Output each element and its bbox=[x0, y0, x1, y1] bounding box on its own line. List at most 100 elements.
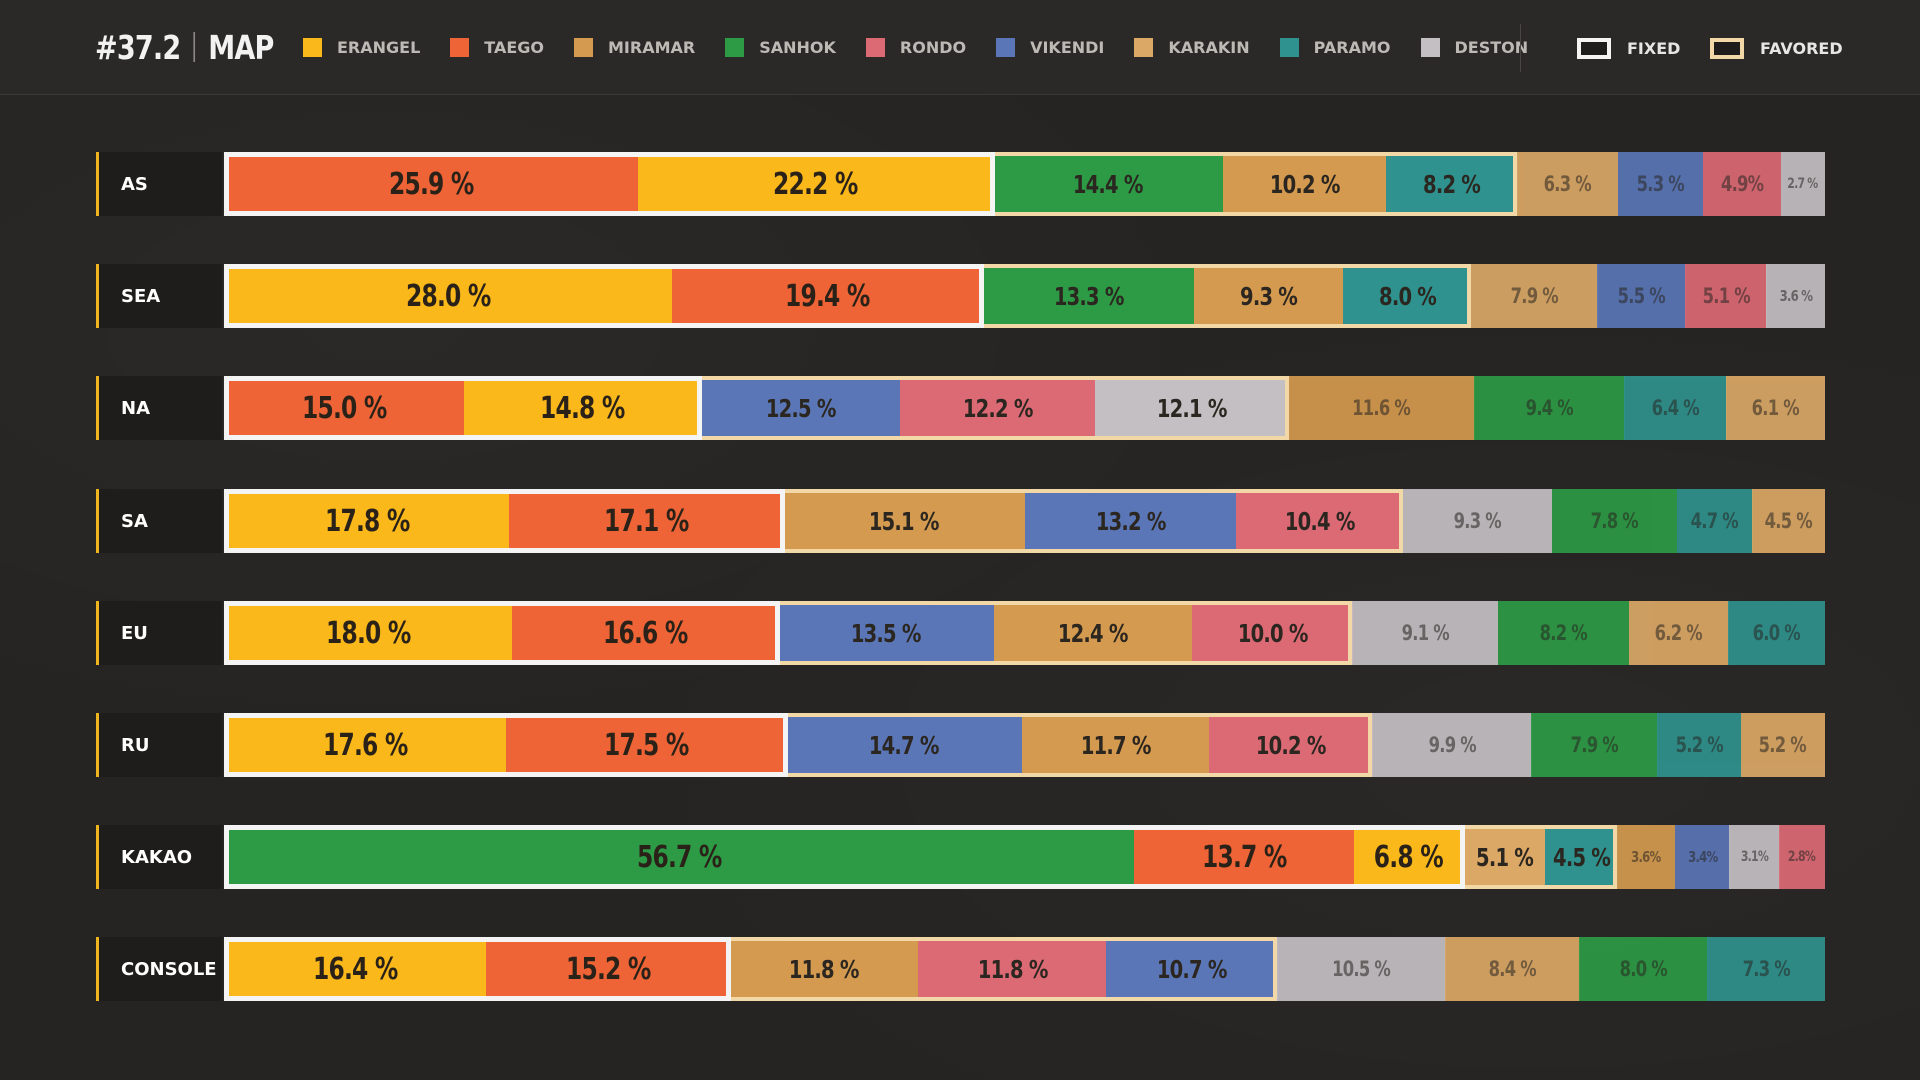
region-label: RU bbox=[96, 713, 222, 777]
segment-value-label: 10.2 % bbox=[1256, 730, 1327, 760]
segment-value-label: 10.0 % bbox=[1237, 618, 1308, 648]
bar-segment-rondo: 4.9% bbox=[1702, 152, 1782, 216]
segment-value-label: 14.8 % bbox=[540, 390, 625, 426]
bar-segment-deston: 2.7 % bbox=[1780, 152, 1825, 216]
segment-value-label: 22.2 % bbox=[773, 166, 859, 202]
segment-value-label: 12.5 % bbox=[765, 393, 837, 423]
segment-value-label: 10.2 % bbox=[1269, 169, 1341, 199]
segment-value-label: 17.1 % bbox=[603, 503, 689, 539]
legend-label-karakin: KARAKIN bbox=[1168, 37, 1250, 57]
segment-value-label: 3.6% bbox=[1631, 848, 1661, 866]
bar-segment-vikendi: 14.7 % bbox=[786, 713, 1023, 777]
bar-segment-sanhok: 7.9 % bbox=[1530, 713, 1659, 777]
segment-value-label: 6.3 % bbox=[1544, 172, 1592, 196]
bar-track: 15.0 % 14.8 % 12.5 % 12.2 % 12.1 % 11.6 % 9.4 … bbox=[224, 376, 1825, 440]
page-title: #37.2 MAP bbox=[95, 22, 274, 72]
segment-value-label: 3.6 % bbox=[1779, 287, 1812, 305]
segment-value-label: 8.2 % bbox=[1539, 621, 1588, 645]
legend-label-sanhok: SANHOK bbox=[759, 37, 836, 57]
bar-track: 56.7 % 13.7 % 6.8 % 5.1 % 4.5 % 3.6% 3.4% 3.1% 2… bbox=[224, 825, 1825, 889]
bar-segment-taego: 15.2 % bbox=[486, 937, 730, 1001]
segment-value-label: 3.4% bbox=[1687, 848, 1718, 866]
bar-segment-sanhok: 7.8 % bbox=[1551, 489, 1678, 553]
bar-segment-sanhok: 14.4 % bbox=[992, 152, 1224, 216]
bar-segment-rondo: 10.4 % bbox=[1236, 489, 1404, 553]
bar-segment-rondo: 10.0 % bbox=[1192, 601, 1353, 665]
legend-swatch-vikendi bbox=[996, 37, 1016, 57]
segment-value-label: 6.2 % bbox=[1655, 621, 1703, 645]
row-ru: RU 17.6 % 17.5 % 14.7 % 11.7 % 10.2 % 9.9 % 7.9… bbox=[96, 713, 1825, 777]
segment-value-label: 8.0 % bbox=[1378, 281, 1437, 311]
title-separator bbox=[193, 32, 196, 62]
segment-value-label: 7.8 % bbox=[1590, 509, 1639, 533]
bar-segment-vikendi: 10.7 % bbox=[1106, 937, 1278, 1001]
legend-item-karakin: KARAKIN bbox=[1134, 37, 1250, 57]
bar-track: 16.4 % 15.2 % 11.8 % 11.8 % 10.7 % 10.5 % 8.4 … bbox=[224, 937, 1825, 1001]
segment-value-label: 5.2 % bbox=[1675, 733, 1724, 757]
segment-value-label: 9.9 % bbox=[1428, 733, 1476, 757]
bar-segment-sanhok: 8.0 % bbox=[1579, 937, 1708, 1001]
bar-segment-deston: 3.1% bbox=[1729, 825, 1780, 889]
legend-swatch-taego bbox=[450, 37, 470, 57]
segment-value-label: 9.3 % bbox=[1453, 509, 1502, 533]
legend-swatch-karakin bbox=[1134, 37, 1154, 57]
bar-segment-karakin: 5.1 % bbox=[1462, 825, 1546, 889]
bar-segment-taego: 17.1 % bbox=[509, 489, 784, 553]
segment-value-label: 6.1 % bbox=[1751, 396, 1800, 420]
segment-value-label: 17.6 % bbox=[322, 727, 408, 763]
row-na: NA 15.0 % 14.8 % 12.5 % 12.2 % 12.1 % 11.6 % 9.… bbox=[96, 376, 1825, 440]
bar-segment-rondo: 11.8 % bbox=[917, 937, 1107, 1001]
bar-segment-karakin: 5.2 % bbox=[1740, 713, 1825, 777]
segment-value-label: 11.7 % bbox=[1080, 730, 1152, 760]
bar-segment-sanhok: 13.3 % bbox=[981, 264, 1195, 328]
segment-value-label: 7.3 % bbox=[1742, 957, 1790, 981]
bar-segment-rondo: 10.2 % bbox=[1208, 713, 1373, 777]
bar-segment-vikendi: 13.5 % bbox=[777, 601, 995, 665]
segment-value-label: 12.2 % bbox=[963, 393, 1034, 423]
bar-track: 17.8 % 17.1 % 15.1 % 13.2 % 10.4 % 9.3 % 7.8 %… bbox=[224, 489, 1825, 553]
segment-value-label: 19.4 % bbox=[784, 278, 870, 314]
legend-swatch-sanhok bbox=[725, 37, 745, 57]
bar-segment-erangel: 17.6 % bbox=[224, 713, 507, 777]
segment-value-label: 2.7 % bbox=[1787, 176, 1819, 192]
region-label: SEA bbox=[96, 264, 222, 328]
segment-value-label: 5.3 % bbox=[1636, 172, 1685, 196]
bar-segment-erangel: 6.8 % bbox=[1353, 825, 1464, 889]
segment-value-label: 2.8% bbox=[1788, 849, 1816, 865]
segment-value-label: 16.4 % bbox=[313, 951, 398, 987]
segment-value-label: 16.6 % bbox=[602, 615, 688, 651]
legend-swatch-paramo bbox=[1279, 37, 1299, 57]
segment-value-label: 56.7 % bbox=[636, 839, 722, 875]
bar-segment-taego: 15.0 % bbox=[224, 376, 465, 440]
segment-value-label: 8.0 % bbox=[1620, 957, 1668, 981]
legend-label-taego: TAEGO bbox=[484, 37, 544, 57]
bar-track: 17.6 % 17.5 % 14.7 % 11.7 % 10.2 % 9.9 % 7.9 %… bbox=[224, 713, 1825, 777]
region-label: AS bbox=[96, 152, 222, 216]
bar-segment-vikendi: 5.5 % bbox=[1597, 264, 1686, 328]
bar-segment-miramar: 15.1 % bbox=[782, 489, 1026, 553]
bar-track: 28.0 % 19.4 % 13.3 % 9.3 % 8.0 % 7.9 % 5.5 % 5.… bbox=[224, 264, 1825, 328]
segment-value-label: 6.0 % bbox=[1752, 621, 1801, 645]
segment-value-label: 4.5 % bbox=[1552, 842, 1611, 872]
segment-value-label: 12.4 % bbox=[1058, 618, 1129, 648]
segment-value-label: 10.5 % bbox=[1332, 957, 1392, 981]
region-label: CONSOLE bbox=[96, 937, 222, 1001]
bar-segment-rondo: 12.2 % bbox=[900, 376, 1096, 440]
region-label: KAKAO bbox=[96, 825, 222, 889]
segment-value-label: 13.5 % bbox=[851, 618, 922, 648]
bar-segment-deston: 12.1 % bbox=[1095, 376, 1290, 440]
bar-segment-miramar: 9.3 % bbox=[1194, 264, 1344, 328]
bar-segment-rondo: 2.8% bbox=[1779, 825, 1825, 889]
segment-value-label: 4.5 % bbox=[1764, 509, 1813, 533]
legend-item-rondo: RONDO bbox=[865, 37, 966, 57]
segment-value-label: 8.4 % bbox=[1488, 957, 1537, 981]
bar-segment-deston: 9.3 % bbox=[1402, 489, 1553, 553]
bar-segment-deston: 9.1 % bbox=[1352, 601, 1499, 665]
bar-segment-paramo: 6.4 % bbox=[1624, 376, 1728, 440]
segment-value-label: 10.4 % bbox=[1284, 506, 1356, 536]
segment-value-label: 9.1 % bbox=[1401, 621, 1449, 645]
legend-label-vikendi: VIKENDI bbox=[1030, 37, 1105, 57]
bar-segment-deston: 3.6 % bbox=[1766, 264, 1825, 328]
bar-segment-miramar: 10.2 % bbox=[1223, 152, 1387, 216]
legend-swatch-deston bbox=[1420, 37, 1440, 57]
